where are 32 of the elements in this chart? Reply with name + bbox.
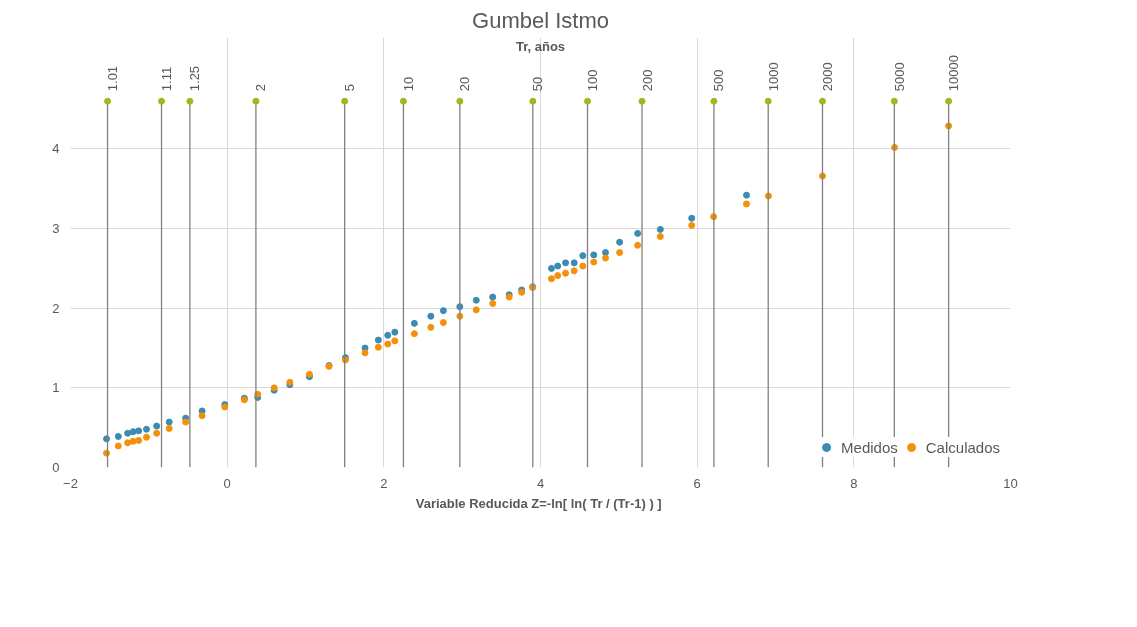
annotation: 50 bbox=[530, 76, 546, 92]
annotation: 5000 bbox=[891, 62, 907, 92]
x-tick-label: 6 bbox=[693, 475, 701, 491]
x-tick-label: 4 bbox=[536, 475, 545, 491]
legend-label: Calculados bbox=[925, 438, 1000, 456]
y-tick-label: 3 bbox=[52, 221, 60, 237]
y-tick-label: 4 bbox=[52, 141, 60, 157]
annotation: 20 bbox=[457, 76, 473, 92]
x-tick-label: 2 bbox=[380, 475, 388, 491]
y-tick-label: 1 bbox=[52, 380, 60, 396]
annotation: Tr, años bbox=[515, 38, 566, 54]
annotation: 100 bbox=[585, 69, 600, 92]
x-tick-label: 0 bbox=[223, 475, 231, 491]
annotation: 1.25 bbox=[187, 65, 203, 92]
annotation: 2000 bbox=[820, 62, 835, 92]
annotation: 200 bbox=[639, 69, 655, 92]
x-tick-label: 10 bbox=[1003, 475, 1018, 491]
y-tick-label: 0 bbox=[52, 460, 60, 475]
x-tick-label: −2 bbox=[63, 475, 78, 491]
legend-label: Medidos bbox=[841, 438, 898, 456]
x-axis-title: Variable Reducida Z=-ln[ ln( Tr / (Tr-1) ) ] bbox=[415, 495, 662, 511]
y-tick-label: 2 bbox=[52, 300, 60, 316]
annotation: 1.11 bbox=[159, 66, 175, 92]
chart-title: Gumbel Istmo bbox=[472, 7, 609, 33]
x-tick-label: 8 bbox=[850, 475, 858, 491]
annotation: 2 bbox=[253, 83, 269, 92]
annotation: 1000 bbox=[765, 62, 781, 92]
annotation: 10 bbox=[400, 76, 416, 92]
annotation: 500 bbox=[711, 69, 727, 92]
annotation: 5 bbox=[342, 83, 358, 92]
annotation: 1.01 bbox=[105, 65, 121, 92]
annotation: 10000 bbox=[946, 55, 962, 92]
